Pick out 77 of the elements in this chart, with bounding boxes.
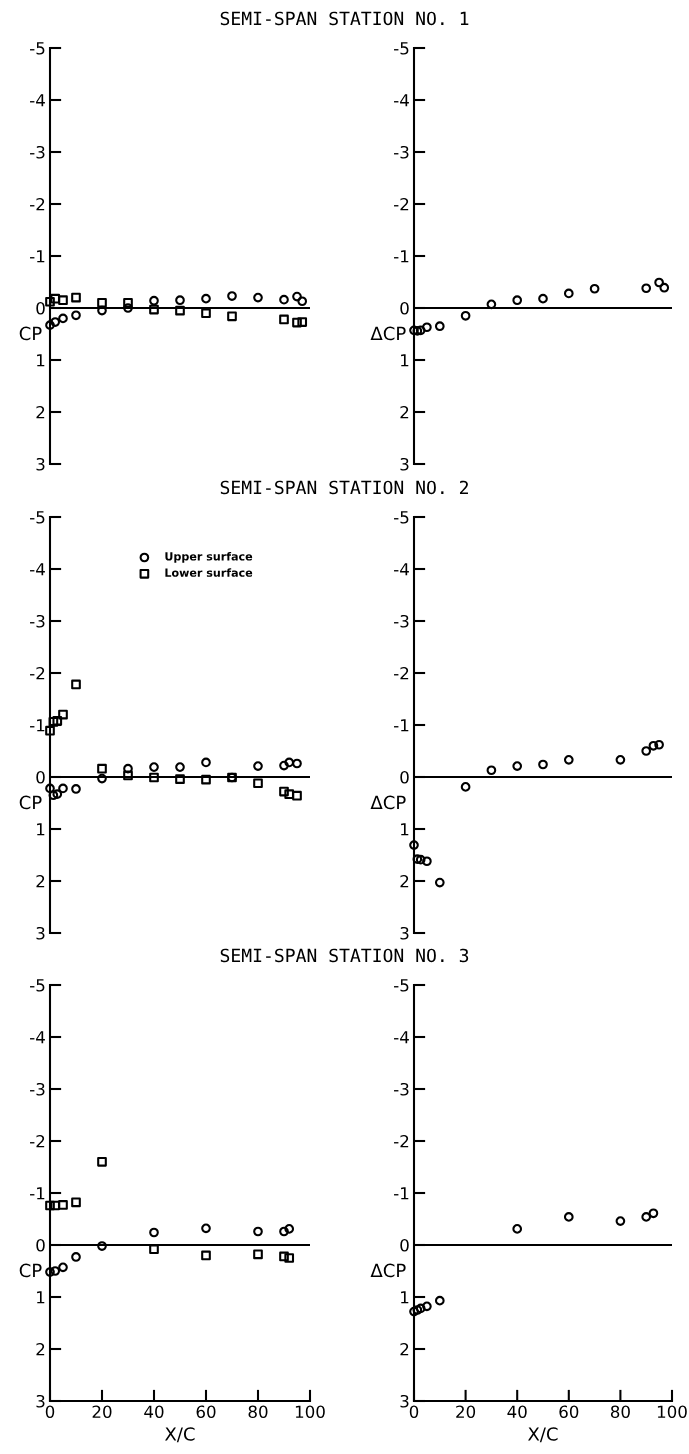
y-tick-label: -1 [30, 250, 45, 263]
y-axis-title: ΔCP [370, 795, 406, 810]
x-tick-label: 60 [196, 1405, 216, 1419]
y-tick-label: -1 [30, 719, 45, 732]
y-tick-label: 0 [36, 301, 45, 315]
y-tick-label: -3 [394, 145, 409, 159]
x-tick-label: 60 [559, 1405, 579, 1419]
y-tick-label: -2 [394, 1134, 409, 1148]
y-tick-label: 1 [401, 1291, 409, 1304]
y-tick-label: 3 [400, 926, 409, 940]
y-tick-label: 0 [36, 770, 45, 784]
y-tick-label: 0 [400, 1238, 409, 1252]
y-tick-label: 3 [400, 457, 409, 471]
y-tick-label: 2 [36, 1342, 45, 1356]
y-tick-label: 2 [400, 405, 409, 419]
y-tick-label: 3 [36, 926, 45, 940]
y-tick-label: -3 [30, 1082, 45, 1096]
y-tick-label: -4 [30, 94, 45, 107]
y-tick-label: -5 [394, 511, 409, 524]
y-tick-label: 2 [400, 874, 409, 888]
y-tick-label: -2 [394, 197, 409, 211]
chart-title: SEMI-SPAN STATION NO. 1 [220, 11, 469, 26]
y-tick-label: -5 [30, 979, 45, 992]
y-axis-title: ΔCP [370, 326, 406, 341]
x-tick-label: 20 [456, 1405, 476, 1419]
x-tick-label: 40 [144, 1405, 164, 1419]
y-tick-label: -3 [30, 145, 45, 159]
x-tick-label: 20 [92, 1405, 112, 1419]
legend-label: Lower surface [165, 568, 253, 577]
x-tick-label: 80 [610, 1405, 630, 1419]
x-tick-label: 40 [507, 1405, 527, 1419]
y-tick-label: -5 [394, 979, 409, 992]
y-tick-label: -3 [394, 614, 409, 628]
y-tick-label: -1 [30, 1187, 45, 1200]
y-axis-title: CP [19, 795, 42, 810]
y-axis-title: CP [19, 326, 42, 341]
y-tick-label: -4 [394, 1031, 409, 1044]
y-tick-label: 0 [400, 770, 409, 784]
y-tick-label: -4 [30, 563, 45, 576]
y-tick-label: -5 [30, 42, 45, 55]
y-axis-title: CP [19, 1263, 42, 1278]
y-tick-label: -3 [394, 1082, 409, 1096]
y-tick-label: 1 [37, 1291, 45, 1304]
y-tick-label: 1 [37, 823, 45, 836]
y-tick-label: -1 [394, 250, 409, 263]
y-tick-label: -2 [30, 1134, 45, 1148]
y-tick-label: 2 [36, 874, 45, 888]
y-axis-title: ΔCP [370, 1263, 406, 1278]
y-tick-label: -5 [394, 42, 409, 55]
y-tick-label: 1 [37, 354, 45, 367]
y-tick-label: -4 [394, 94, 409, 107]
x-axis-title: X/C [165, 1427, 195, 1443]
y-tick-label: 1 [401, 823, 409, 836]
y-tick-label: -2 [30, 666, 45, 680]
y-tick-label: -5 [30, 511, 45, 524]
y-tick-label: 3 [36, 457, 45, 471]
y-tick-label: -1 [394, 719, 409, 732]
y-tick-label: -3 [30, 614, 45, 628]
x-axis-title: X/C [528, 1427, 558, 1443]
y-tick-label: 2 [400, 1342, 409, 1356]
y-tick-label: 3 [36, 1394, 45, 1408]
y-tick-label: -2 [30, 197, 45, 211]
chart-title: SEMI-SPAN STATION NO. 3 [220, 948, 469, 963]
y-tick-label: -2 [394, 666, 409, 680]
x-tick-label: 80 [248, 1405, 268, 1419]
y-tick-label: 0 [36, 1238, 45, 1252]
chart-title: SEMI-SPAN STATION NO. 2 [220, 480, 468, 495]
y-tick-label: 2 [36, 405, 45, 419]
y-tick-label: -1 [394, 1187, 409, 1200]
y-tick-label: 0 [400, 301, 409, 315]
x-tick-label: 100 [295, 1405, 325, 1419]
x-tick-label: 100 [657, 1405, 687, 1419]
y-tick-label: 3 [400, 1394, 409, 1408]
y-tick-label: -4 [30, 1031, 45, 1044]
y-tick-label: 1 [401, 354, 409, 367]
y-tick-label: -4 [394, 563, 409, 576]
legend-label: Upper surface [165, 551, 253, 563]
